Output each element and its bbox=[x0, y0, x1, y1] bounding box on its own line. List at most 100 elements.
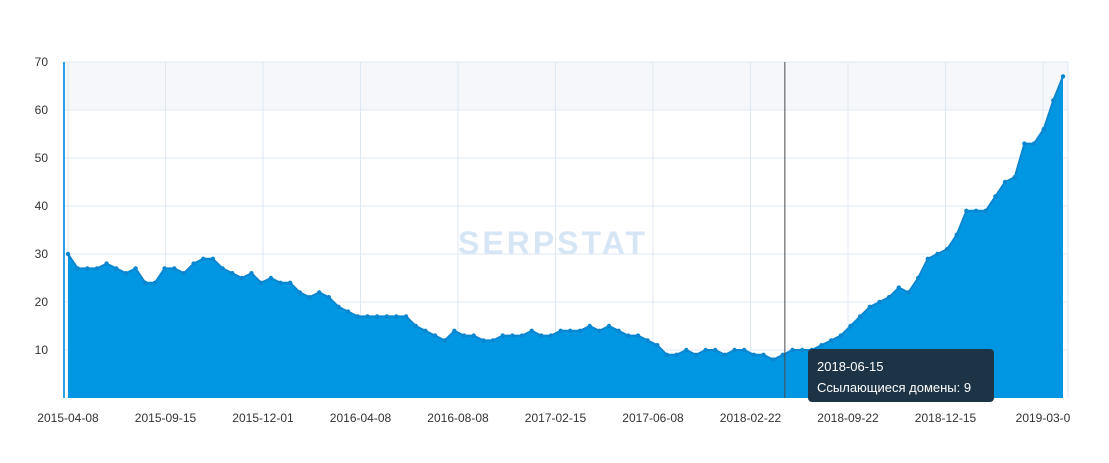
data-point[interactable] bbox=[655, 343, 660, 348]
data-point[interactable] bbox=[983, 208, 988, 213]
data-point[interactable] bbox=[674, 352, 679, 357]
data-point[interactable] bbox=[635, 333, 641, 338]
data-point[interactable] bbox=[597, 328, 602, 333]
data-point[interactable] bbox=[201, 256, 206, 261]
data-point[interactable] bbox=[268, 275, 274, 281]
data-point[interactable] bbox=[742, 347, 747, 353]
data-point[interactable] bbox=[915, 275, 921, 281]
data-point[interactable] bbox=[1031, 141, 1037, 146]
data-point[interactable] bbox=[771, 357, 776, 362]
data-point[interactable] bbox=[384, 314, 389, 319]
data-point[interactable] bbox=[539, 333, 544, 338]
data-point[interactable] bbox=[703, 347, 708, 353]
data-point[interactable] bbox=[500, 333, 505, 338]
data-point[interactable] bbox=[954, 232, 959, 237]
data-point[interactable] bbox=[751, 352, 757, 357]
data-point[interactable] bbox=[877, 299, 882, 305]
data-point[interactable] bbox=[606, 323, 612, 329]
data-point[interactable] bbox=[587, 323, 592, 329]
data-point[interactable] bbox=[993, 194, 998, 199]
data-point[interactable] bbox=[374, 314, 380, 319]
data-point[interactable] bbox=[867, 304, 872, 309]
data-point[interactable] bbox=[297, 290, 302, 295]
data-point[interactable] bbox=[577, 328, 583, 333]
data-point[interactable] bbox=[490, 338, 496, 343]
data-point[interactable] bbox=[172, 266, 177, 271]
data-point[interactable] bbox=[819, 343, 824, 348]
data-point[interactable] bbox=[307, 295, 312, 300]
data-point[interactable] bbox=[1060, 74, 1066, 79]
data-point[interactable] bbox=[857, 314, 863, 319]
data-point[interactable] bbox=[239, 275, 245, 281]
data-point[interactable] bbox=[413, 323, 418, 329]
data-point[interactable] bbox=[684, 347, 689, 353]
data-point[interactable] bbox=[906, 290, 911, 295]
data-point[interactable] bbox=[432, 333, 438, 338]
data-point[interactable] bbox=[181, 271, 187, 276]
data-point[interactable] bbox=[461, 333, 467, 338]
data-point[interactable] bbox=[123, 271, 129, 276]
data-point[interactable] bbox=[1002, 179, 1008, 185]
data-point[interactable] bbox=[1041, 127, 1046, 132]
data-point[interactable] bbox=[317, 290, 322, 295]
data-point[interactable] bbox=[761, 352, 766, 357]
data-point[interactable] bbox=[365, 314, 370, 319]
data-point[interactable] bbox=[510, 333, 515, 338]
data-point[interactable] bbox=[626, 333, 631, 338]
data-point[interactable] bbox=[336, 304, 341, 309]
data-point[interactable] bbox=[558, 328, 563, 333]
data-point[interactable] bbox=[848, 323, 853, 329]
data-point[interactable] bbox=[568, 328, 573, 333]
data-point[interactable] bbox=[471, 333, 476, 338]
data-point[interactable] bbox=[394, 314, 399, 319]
data-point[interactable] bbox=[838, 333, 843, 338]
data-point[interactable] bbox=[94, 266, 100, 271]
data-point[interactable] bbox=[944, 247, 950, 252]
data-point[interactable] bbox=[935, 251, 940, 257]
data-point[interactable] bbox=[780, 352, 786, 357]
data-point[interactable] bbox=[288, 280, 293, 285]
data-point[interactable] bbox=[249, 271, 254, 276]
data-point[interactable] bbox=[645, 338, 650, 343]
data-point[interactable] bbox=[355, 314, 360, 319]
data-point[interactable] bbox=[220, 266, 225, 271]
data-point[interactable] bbox=[896, 285, 901, 290]
data-point[interactable] bbox=[230, 271, 235, 276]
data-point[interactable] bbox=[442, 338, 447, 343]
data-point[interactable] bbox=[133, 266, 138, 271]
data-point[interactable] bbox=[114, 266, 119, 271]
data-point[interactable] bbox=[713, 347, 718, 353]
data-point[interactable] bbox=[143, 280, 148, 285]
data-point[interactable] bbox=[104, 261, 109, 266]
data-point[interactable] bbox=[519, 333, 525, 338]
data-point[interactable] bbox=[452, 328, 457, 333]
data-point[interactable] bbox=[423, 328, 428, 333]
data-point[interactable] bbox=[925, 256, 930, 261]
data-point[interactable] bbox=[65, 251, 71, 257]
data-point[interactable] bbox=[732, 347, 737, 353]
data-point[interactable] bbox=[973, 208, 979, 213]
data-point[interactable] bbox=[403, 314, 409, 319]
data-point[interactable] bbox=[664, 352, 670, 357]
data-point[interactable] bbox=[722, 352, 728, 357]
data-point[interactable] bbox=[85, 266, 90, 271]
data-point[interactable] bbox=[800, 347, 805, 353]
data-point[interactable] bbox=[152, 280, 158, 285]
data-point[interactable] bbox=[278, 280, 283, 285]
data-point[interactable] bbox=[481, 338, 486, 343]
data-point[interactable] bbox=[1051, 98, 1056, 103]
data-point[interactable] bbox=[259, 280, 264, 285]
data-point[interactable] bbox=[1022, 141, 1027, 146]
data-point[interactable] bbox=[210, 256, 216, 261]
data-point[interactable] bbox=[964, 208, 969, 213]
data-point[interactable] bbox=[829, 338, 834, 343]
data-point[interactable] bbox=[529, 328, 534, 333]
data-point[interactable] bbox=[1012, 175, 1017, 180]
data-point[interactable] bbox=[75, 266, 80, 271]
data-point[interactable] bbox=[345, 309, 351, 314]
data-point[interactable] bbox=[162, 266, 167, 271]
data-point[interactable] bbox=[191, 261, 196, 266]
data-point[interactable] bbox=[616, 328, 621, 333]
data-point[interactable] bbox=[886, 295, 892, 300]
data-point[interactable] bbox=[693, 352, 699, 357]
